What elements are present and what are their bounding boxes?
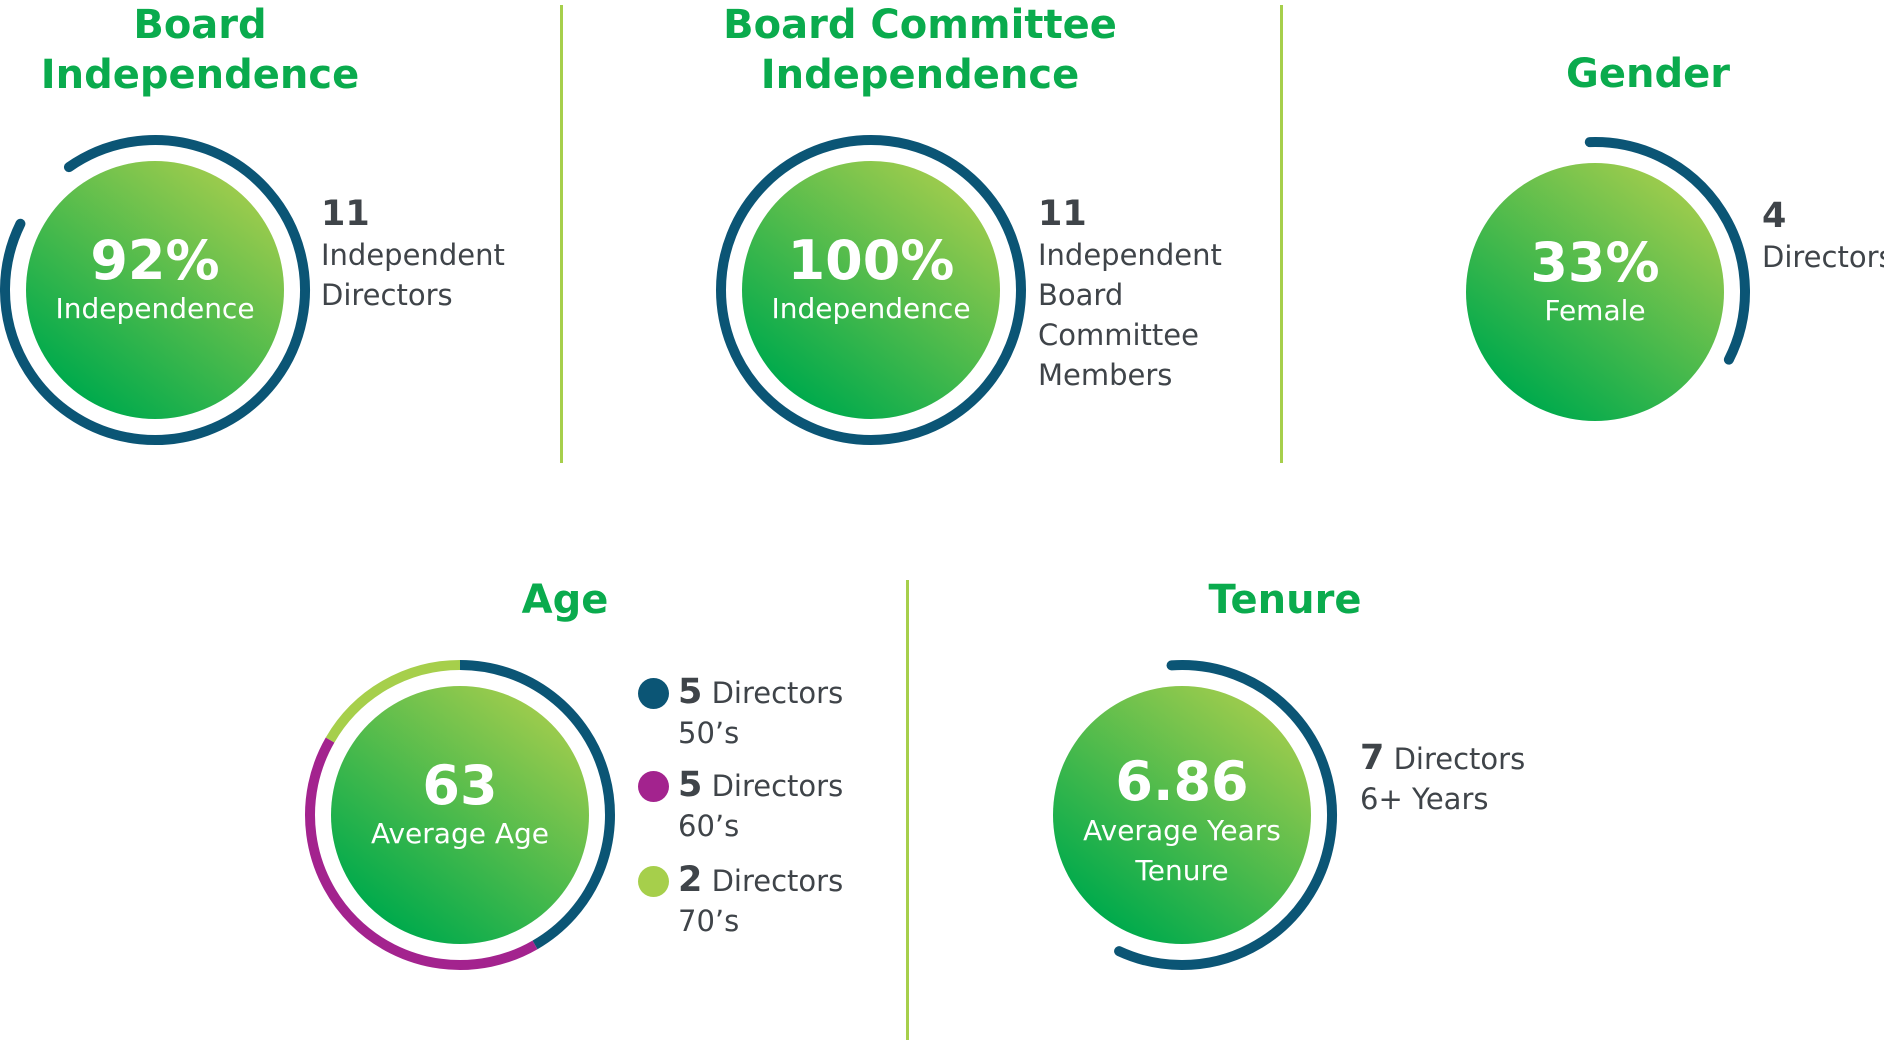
committee-independence-label: Independence [771,292,971,325]
divider-2 [1280,5,1283,463]
board-independence-svg [0,135,310,445]
board-independence-label: Independence [55,292,255,325]
age-50s-word: Directors [711,676,844,710]
gender-svg [1466,137,1750,421]
gender-title: Gender [1566,51,1730,97]
committee-independence-gauge: 100% Independence [716,135,1026,445]
board-independence-note-line1: Independent [321,238,505,272]
age-ring-50s [459,660,615,950]
tenure-note-line1: Directors [1393,742,1526,776]
board-independence-note-line2: Directors [321,278,453,312]
gender-note-line1: Directors [1762,240,1884,274]
age-disc [331,686,589,944]
gender-label: Female [1544,294,1646,327]
legend-dot-blue [638,678,669,709]
board-independence-value: 92% [90,229,220,292]
gender-value: 33% [1530,231,1660,294]
age-ring-70s [325,660,461,743]
tenure-gauge: 6.86 Average Years Tenure [1027,660,1337,970]
tenure-disc [1053,686,1311,944]
divider-3 [906,580,909,1040]
age-title: Age [521,577,609,623]
tenure-ring [1114,660,1337,970]
tenure-count: 7 [1360,738,1385,778]
gender-note: 4 Directors [1762,196,1884,277]
board-independence-title-line2: Independence [40,52,360,98]
age-50s-count: 5 [678,672,703,712]
tenure-label-line2: Tenure [1135,854,1229,887]
legend-dot-lightgreen [638,866,669,897]
age-70s-word: Directors [711,864,844,898]
age-70s-range: 70’s [678,904,740,938]
board-independence-title: Board Independence [40,0,360,100]
age-legend-text-60s: 5 Directors 60’s [678,765,843,846]
committee-independence-ring [716,135,1026,445]
committee-title-line1: Board Committee [723,2,1117,48]
age-legend-text-50s: 5 Directors 50’s [678,672,843,753]
age-value: 63 [422,754,498,817]
tenure-svg [1053,660,1337,970]
age-60s-count: 5 [678,765,703,805]
board-independence-note: 11 Independent Directors [321,194,505,315]
tenure-value: 6.86 [1115,750,1249,813]
tenure-title: Tenure [1208,577,1362,623]
committee-title-line2: Independence [760,52,1080,98]
gender-ring [1584,137,1750,365]
committee-independence-value: 100% [787,229,955,292]
age-50s-range: 50’s [678,716,740,750]
tenure-note-line2: 6+ Years [1360,782,1489,816]
age-legend-item-70s: 2 Directors 70’s [638,860,843,941]
gender-gauge: 33% Female [1440,137,1750,447]
tenure-note: 7 Directors 6+ Years [1360,738,1525,819]
committee-note-line3: Committee [1038,318,1199,352]
age-70s-count: 2 [678,860,703,900]
board-independence-ring [0,135,310,445]
committee-note-line1: Independent [1038,238,1222,272]
gender-disc [1466,163,1724,421]
age-label: Average Age [370,817,550,850]
age-svg [305,660,615,970]
committee-independence-svg [716,135,1026,445]
age-60s-range: 60’s [678,809,740,843]
age-gauge: 63 Average Age [305,660,615,970]
divider-1 [560,5,563,463]
age-60s-word: Directors [711,769,844,803]
age-legend-item-60s: 5 Directors 60’s [638,765,843,846]
committee-note-line4: Members [1038,358,1173,392]
legend-dot-magenta [638,771,669,802]
age-legend-item-50s: 5 Directors 50’s [638,672,843,753]
gender-count: 4 [1762,196,1787,236]
committee-independence-count: 11 [1038,194,1087,234]
age-ring-60s [305,737,538,970]
committee-note-line2: Board [1038,278,1124,312]
board-independence-count: 11 [321,194,370,234]
age-legend-text-70s: 2 Directors 70’s [678,860,843,941]
board-independence-gauge: 92% Independence [0,135,310,445]
committee-independence-title: Board Committee Independence [700,0,1140,100]
board-independence-title-line1: Board [133,2,267,48]
committee-independence-disc [742,161,1000,419]
board-independence-disc [26,161,284,419]
tenure-label-line1: Average Years [1083,814,1281,847]
committee-independence-note: 11 Independent Board Committee Members [1038,194,1222,395]
